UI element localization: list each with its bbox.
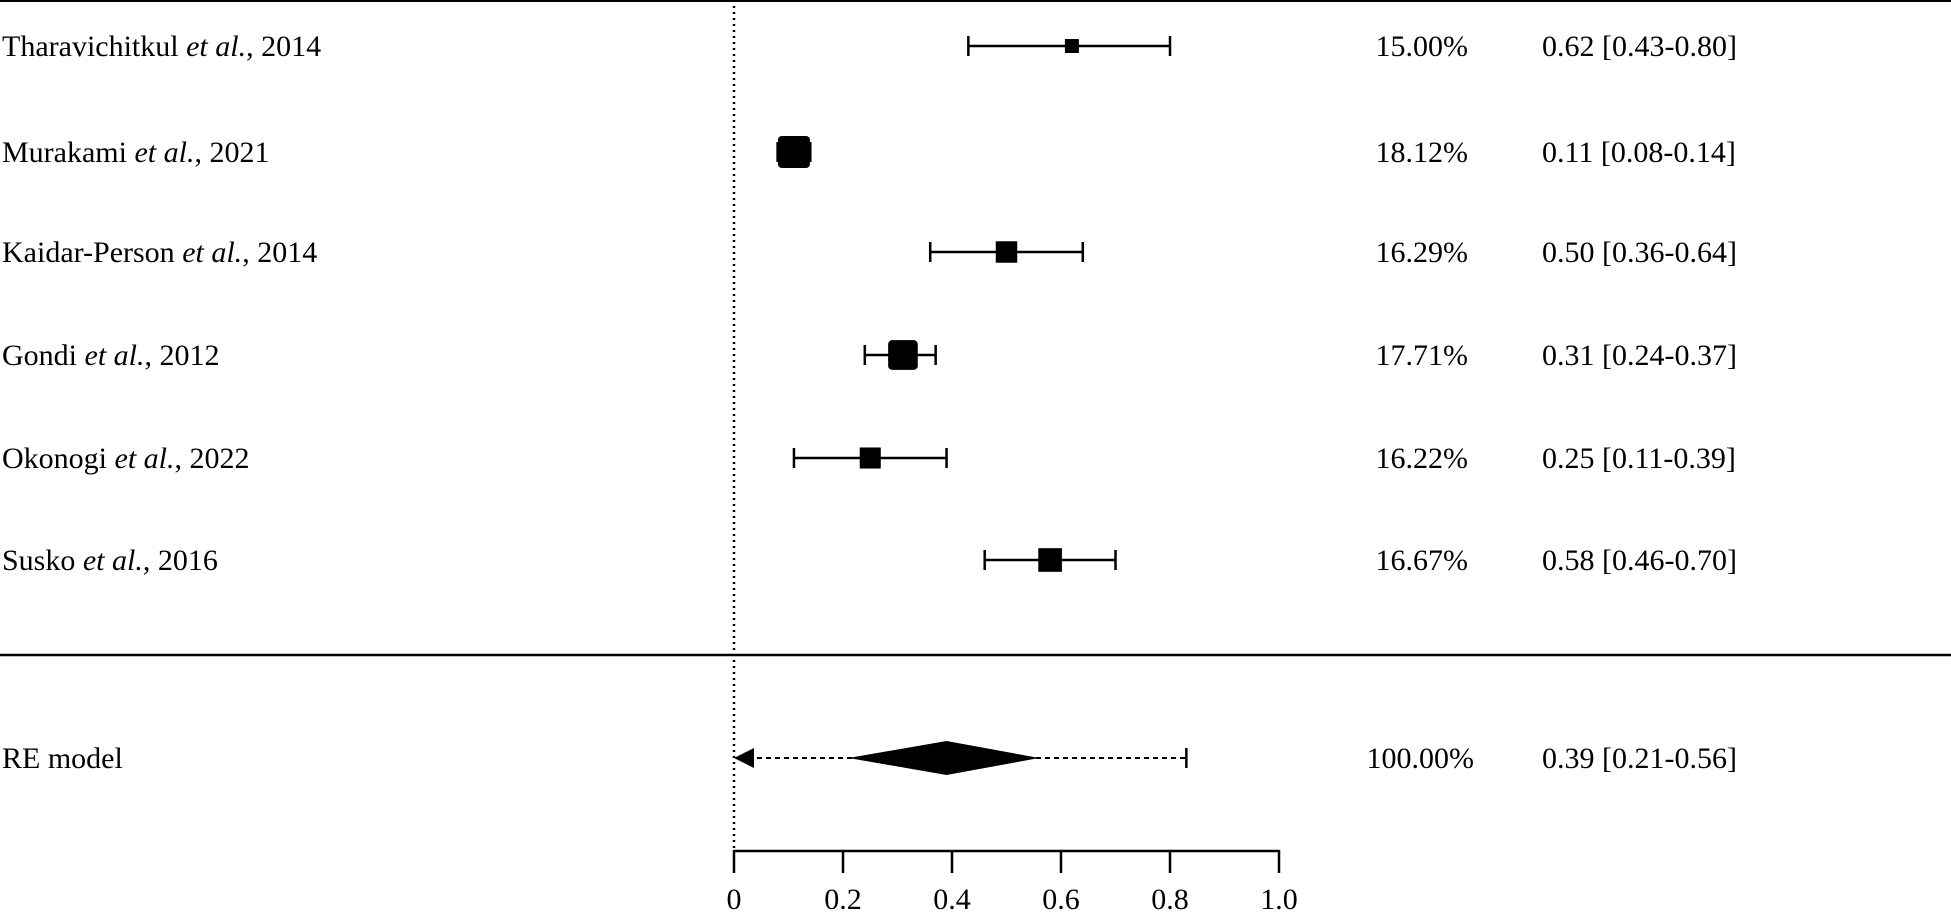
- study-etal: et al.: [182, 236, 242, 269]
- study-weight: 15.00%: [1376, 30, 1469, 63]
- study-ci-label: 0.58 [0.46-0.70]: [1542, 544, 1737, 577]
- x-tick-label: 0.2: [824, 883, 862, 916]
- x-tick-label: 0.6: [1042, 883, 1080, 916]
- x-tick-label: 0.4: [933, 883, 971, 916]
- study-row: Tharavichitkul et al., 2014 15.00% 0.62 [0…: [2, 30, 1737, 63]
- study-weight: 16.22%: [1376, 442, 1469, 475]
- study-label: Murakami et al., 2021: [2, 136, 269, 169]
- study-ci-label: 0.31 [0.24-0.37]: [1542, 339, 1737, 372]
- point-estimate: [888, 340, 918, 370]
- study-author: Murakami: [2, 136, 127, 169]
- study-ci-label: 0.50 [0.36-0.64]: [1542, 236, 1737, 269]
- study-year: , 2021: [194, 136, 269, 169]
- plot-frame: [0, 0, 1951, 657]
- point-estimate: [777, 136, 810, 168]
- study-etal: et al.: [115, 442, 175, 475]
- point-estimate: [1038, 548, 1062, 572]
- study-etal: et al.: [85, 339, 145, 372]
- study-author: Kaidar-Person: [2, 236, 175, 269]
- study-ci-label: 0.11 [0.08-0.14]: [1542, 136, 1736, 169]
- study-row: Susko et al., 2016 16.67% 0.58 [0.46-0.70]: [2, 544, 1737, 577]
- study-label: Tharavichitkul et al., 2014: [2, 30, 321, 63]
- x-tick-label: 0.8: [1151, 883, 1189, 916]
- study-row: Murakami et al., 2021 18.12% 0.11 [0.08-0.…: [2, 136, 1736, 169]
- study-year: , 2014: [242, 236, 317, 269]
- study-etal: et al.: [134, 136, 194, 169]
- study-etal: et al.: [83, 544, 143, 577]
- study-label: Kaidar-Person et al., 2014: [2, 236, 317, 269]
- study-weight: 17.71%: [1376, 339, 1469, 372]
- summary-weight: 100.00%: [1367, 742, 1475, 775]
- study-label: Okonogi et al., 2022: [2, 442, 250, 475]
- study-author: Tharavichitkul: [2, 30, 179, 63]
- study-ci-label: 0.25 [0.11-0.39]: [1542, 442, 1736, 475]
- study-row: Okonogi et al., 2022 16.22% 0.25 [0.11-0.3…: [2, 442, 1736, 475]
- study-etal: et al.: [186, 30, 246, 63]
- study-row: Gondi et al., 2012 17.71% 0.31 [0.24-0.37]: [2, 339, 1737, 372]
- study-label: Susko et al., 2016: [2, 544, 218, 577]
- summary-label: RE model: [2, 742, 123, 775]
- point-estimate: [859, 447, 881, 469]
- study-weight: 16.67%: [1376, 544, 1469, 577]
- study-label: Gondi et al., 2012: [2, 339, 220, 372]
- study-author: Okonogi: [2, 442, 107, 475]
- x-tick-label: 1.0: [1260, 883, 1298, 916]
- study-weight: 18.12%: [1376, 136, 1469, 169]
- study-year: , 2012: [145, 339, 220, 372]
- summary-ci-label: 0.39 [0.21-0.56]: [1542, 742, 1737, 775]
- study-year: , 2016: [143, 544, 218, 577]
- study-ci-label: 0.62 [0.43-0.80]: [1542, 30, 1737, 63]
- study-author: Gondi: [2, 339, 77, 372]
- study-year: , 2022: [175, 442, 250, 475]
- x-tick-label: 0: [727, 883, 742, 916]
- point-estimate: [1064, 39, 1079, 53]
- point-estimate: [995, 241, 1018, 263]
- prediction-arrow-left: [734, 748, 754, 768]
- study-year: , 2014: [246, 30, 321, 63]
- study-row: Kaidar-Person et al., 2014 16.29% 0.50 [0.…: [2, 236, 1737, 269]
- x-axis: 0 0.2 0.4 0.6 0.8 1.0: [727, 849, 1298, 916]
- summary-row: RE model 100.00% 0.39 [0.21-0.56]: [2, 741, 1737, 775]
- summary-diamond: [848, 741, 1040, 775]
- study-author: Susko: [2, 544, 75, 577]
- study-weight: 16.29%: [1376, 236, 1469, 269]
- study-rows: Tharavichitkul et al., 2014 15.00% 0.62 [0…: [2, 30, 1737, 577]
